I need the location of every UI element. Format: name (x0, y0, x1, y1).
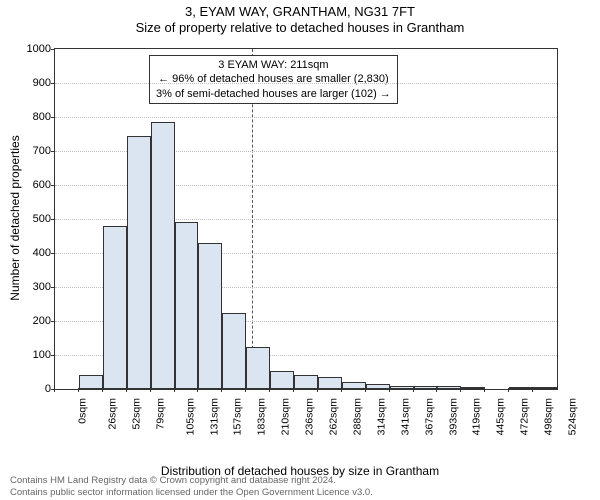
x-tick-mark (460, 388, 461, 392)
histogram-bar (270, 371, 294, 389)
callout-box: 3 EYAM WAY: 211sqm ← 96% of detached hou… (149, 55, 398, 104)
footer: Contains HM Land Registry data © Crown c… (10, 475, 373, 498)
x-tick-label: 105sqm (184, 398, 196, 435)
x-tick-label: 52sqm (130, 398, 142, 430)
y-tick-label: 600 (17, 179, 51, 191)
footer-line-2: Contains public sector information licen… (10, 487, 373, 498)
x-tick-mark (174, 388, 175, 392)
title-line-1: 3, EYAM WAY, GRANTHAM, NG31 7FT (0, 4, 600, 19)
x-tick-label: 183sqm (256, 398, 268, 435)
x-tick-label: 236sqm (304, 398, 316, 435)
y-tick-mark (51, 355, 55, 356)
title-line-2: Size of property relative to detached ho… (0, 20, 600, 35)
x-tick-label: 393sqm (447, 398, 459, 435)
x-tick-label: 0sqm (77, 398, 89, 424)
x-tick-label: 288sqm (351, 398, 363, 435)
x-tick-mark (413, 388, 414, 392)
x-tick-mark (436, 388, 437, 392)
histogram-bar (533, 387, 557, 389)
y-tick-label: 200 (17, 315, 51, 327)
y-tick-label: 500 (17, 213, 51, 225)
x-tick-mark (317, 388, 318, 392)
x-tick-mark (389, 388, 390, 392)
chart-titles: 3, EYAM WAY, GRANTHAM, NG31 7FT Size of … (0, 0, 600, 35)
y-tick-mark (51, 287, 55, 288)
histogram-bar (222, 313, 246, 390)
y-tick-mark (51, 49, 55, 50)
x-tick-mark (532, 388, 533, 392)
histogram-bar (390, 386, 414, 389)
histogram-bar (342, 382, 366, 389)
callout-line-3: 3% of semi-detached houses are larger (1… (156, 87, 391, 101)
x-tick-label: 131sqm (208, 398, 220, 435)
histogram-bar (318, 377, 342, 389)
y-tick-mark (51, 219, 55, 220)
histogram-bar (246, 347, 270, 390)
x-tick-label: 341sqm (399, 398, 411, 435)
histogram-bar (127, 136, 151, 389)
histogram-bar (175, 222, 199, 389)
x-tick-label: 524sqm (566, 398, 578, 435)
x-tick-label: 419sqm (471, 398, 483, 435)
gridline (55, 117, 557, 118)
footer-line-1: Contains HM Land Registry data © Crown c… (10, 475, 373, 486)
gridline (55, 83, 557, 84)
x-tick-mark (365, 388, 366, 392)
histogram-bar (437, 386, 461, 389)
y-tick-mark (51, 185, 55, 186)
x-tick-mark (54, 388, 55, 392)
histogram-bar (366, 384, 390, 389)
x-tick-mark (126, 388, 127, 392)
y-tick-mark (51, 83, 55, 84)
x-tick-label: 79sqm (154, 398, 166, 430)
histogram-bar (414, 386, 438, 389)
histogram-bar (103, 226, 127, 389)
y-tick-mark (51, 253, 55, 254)
y-tick-label: 300 (17, 281, 51, 293)
x-tick-label: 367sqm (423, 398, 435, 435)
x-tick-label: 472sqm (519, 398, 531, 435)
histogram-bar (509, 387, 533, 389)
x-tick-mark (484, 388, 485, 392)
y-tick-mark (51, 321, 55, 322)
x-tick-mark (150, 388, 151, 392)
y-tick-label: 800 (17, 111, 51, 123)
x-tick-mark (269, 388, 270, 392)
callout-line-1: 3 EYAM WAY: 211sqm (156, 58, 391, 72)
x-tick-mark (245, 388, 246, 392)
histogram-bar (198, 243, 222, 389)
x-tick-mark (221, 388, 222, 392)
callout-line-2: ← 96% of detached houses are smaller (2,… (156, 72, 391, 86)
y-tick-label: 0 (17, 383, 51, 395)
x-tick-mark (293, 388, 294, 392)
histogram-bar (79, 375, 103, 389)
x-tick-label: 262sqm (327, 398, 339, 435)
x-tick-label: 157sqm (232, 398, 244, 435)
y-tick-label: 400 (17, 247, 51, 259)
y-tick-label: 900 (17, 77, 51, 89)
x-tick-label: 210sqm (280, 398, 292, 435)
x-tick-mark (102, 388, 103, 392)
y-tick-label: 100 (17, 349, 51, 361)
histogram-bar (151, 122, 175, 389)
y-tick-label: 1000 (17, 43, 51, 55)
y-tick-mark (51, 117, 55, 118)
x-tick-mark (78, 388, 79, 392)
y-tick-label: 700 (17, 145, 51, 157)
x-tick-mark (341, 388, 342, 392)
plot-area: 3 EYAM WAY: 211sqm ← 96% of detached hou… (54, 48, 582, 418)
x-tick-mark (508, 388, 509, 392)
x-tick-label: 26sqm (106, 398, 118, 430)
histogram-bar (461, 387, 485, 389)
x-tick-label: 314sqm (375, 398, 387, 435)
x-tick-mark (197, 388, 198, 392)
y-tick-mark (51, 151, 55, 152)
x-tick-label: 498sqm (543, 398, 555, 435)
plot: 3 EYAM WAY: 211sqm ← 96% of detached hou… (54, 48, 558, 390)
x-tick-label: 445sqm (495, 398, 507, 435)
histogram-bar (294, 375, 318, 389)
